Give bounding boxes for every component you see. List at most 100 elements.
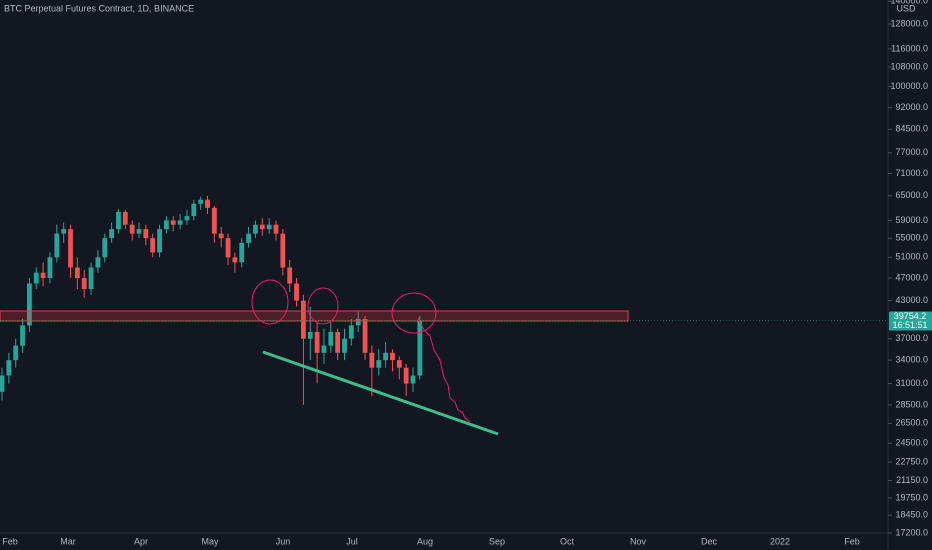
y-tick-label: 84500.0 bbox=[895, 124, 928, 134]
candle-body bbox=[205, 199, 210, 208]
candle-body bbox=[116, 211, 121, 230]
candle-body bbox=[170, 220, 176, 225]
y-tick-label: 77000.0 bbox=[895, 147, 928, 157]
candle-body bbox=[102, 238, 108, 258]
candle-body bbox=[0, 375, 5, 392]
candle-body bbox=[355, 318, 361, 326]
chart-title: BTC Perpetual Futures Contract, 1D, BINA… bbox=[4, 3, 194, 13]
y-tick-label: 24500.0 bbox=[895, 438, 928, 448]
candle-body bbox=[68, 229, 73, 268]
y-tick-label: 59000.0 bbox=[895, 215, 928, 225]
candle-body bbox=[88, 267, 94, 290]
last-price-box bbox=[889, 311, 932, 331]
candle-body bbox=[157, 229, 162, 253]
resistance-zone bbox=[0, 310, 629, 322]
y-tick-label: 28500.0 bbox=[895, 399, 928, 409]
y-tick-label: 17200.0 bbox=[895, 527, 928, 537]
candle-body bbox=[232, 257, 238, 263]
candle-body bbox=[47, 257, 53, 279]
candle-body bbox=[211, 207, 217, 234]
candle-body bbox=[54, 233, 60, 258]
y-tick-label: 19750.0 bbox=[895, 492, 928, 502]
y-tick-label: 92000.0 bbox=[895, 102, 928, 112]
candle-body bbox=[294, 283, 299, 301]
countdown-label: 16:51:51 bbox=[892, 320, 927, 330]
candle-body bbox=[321, 345, 327, 353]
candle-body bbox=[122, 211, 128, 225]
candle-body bbox=[136, 229, 142, 234]
x-tick-label: Dec bbox=[701, 536, 718, 546]
circle-annotation bbox=[391, 292, 437, 334]
candle-body bbox=[143, 229, 149, 239]
circle-annotation bbox=[251, 279, 289, 325]
y-tick-label: 71000.0 bbox=[895, 168, 928, 178]
candle-body bbox=[328, 331, 334, 346]
candle-body bbox=[280, 233, 286, 268]
candle-body bbox=[273, 224, 279, 234]
candle-body bbox=[342, 338, 347, 353]
candle-body bbox=[369, 352, 375, 368]
x-tick-label: Nov bbox=[630, 536, 647, 546]
y-tick-label: 51000.0 bbox=[895, 252, 928, 262]
x-tick-label: Apr bbox=[134, 536, 148, 546]
candle-body bbox=[177, 220, 183, 225]
candle-body bbox=[410, 375, 416, 384]
y-tick-label: 47000.0 bbox=[895, 272, 928, 282]
x-tick-label: Sep bbox=[489, 536, 505, 546]
candle-body bbox=[348, 325, 354, 339]
y-tick-label: 21150.0 bbox=[896, 475, 928, 485]
x-tick-label: Feb bbox=[2, 536, 18, 546]
candle-body bbox=[33, 272, 39, 284]
x-tick-label: Jun bbox=[276, 536, 291, 546]
candle-body bbox=[150, 238, 156, 253]
y-tick-label: 128000.0 bbox=[890, 18, 928, 28]
candle-body bbox=[218, 233, 224, 239]
x-tick-label: Jul bbox=[346, 536, 358, 546]
y-tick-label: 140000.0 bbox=[890, 0, 928, 6]
candle-body bbox=[13, 345, 19, 361]
candle-body bbox=[362, 318, 368, 353]
x-tick-label: May bbox=[201, 536, 219, 546]
candle-body bbox=[301, 300, 306, 339]
candle-body bbox=[109, 229, 114, 239]
y-tick-label: 108000.0 bbox=[890, 61, 928, 71]
candle-body bbox=[95, 257, 101, 268]
candle-body bbox=[129, 224, 135, 234]
candle-body bbox=[27, 283, 32, 326]
candle-body bbox=[259, 224, 265, 230]
overlay: 39754.216:51:51 bbox=[0, 311, 932, 331]
candle-body bbox=[61, 229, 67, 234]
y-tick-label: 100000.0 bbox=[890, 81, 928, 91]
projection-path bbox=[417, 317, 471, 423]
candle-body bbox=[390, 352, 395, 361]
y-tick-label: 65000.0 bbox=[895, 190, 928, 200]
candle-body bbox=[191, 203, 197, 217]
candle-body bbox=[6, 360, 12, 376]
x-tick-label: Oct bbox=[560, 536, 575, 546]
candle-body bbox=[40, 272, 46, 279]
y-tick-label: 55000.0 bbox=[895, 233, 928, 243]
y-tick-label: 43000.0 bbox=[895, 295, 928, 305]
y-tick-label: 22750.0 bbox=[895, 456, 928, 466]
x-tick-label: Feb bbox=[844, 536, 860, 546]
y-tick-label: 37000.0 bbox=[895, 333, 928, 343]
candle-body bbox=[239, 242, 245, 263]
candle-body bbox=[81, 278, 87, 290]
x-tick-label: Aug bbox=[417, 536, 433, 546]
y-tick-label: 31000.0 bbox=[895, 378, 928, 388]
candle-body bbox=[403, 367, 409, 384]
candle-body bbox=[198, 199, 204, 204]
circle-annotation bbox=[307, 287, 339, 325]
candle-body bbox=[383, 352, 388, 361]
candle-body bbox=[396, 360, 402, 368]
candle-body bbox=[20, 325, 25, 346]
candle-body bbox=[417, 320, 423, 376]
currency-label: USD bbox=[896, 3, 916, 13]
last-price-label: 39754.2 bbox=[894, 311, 927, 321]
candle-body bbox=[253, 224, 258, 234]
candle-body bbox=[164, 220, 169, 230]
